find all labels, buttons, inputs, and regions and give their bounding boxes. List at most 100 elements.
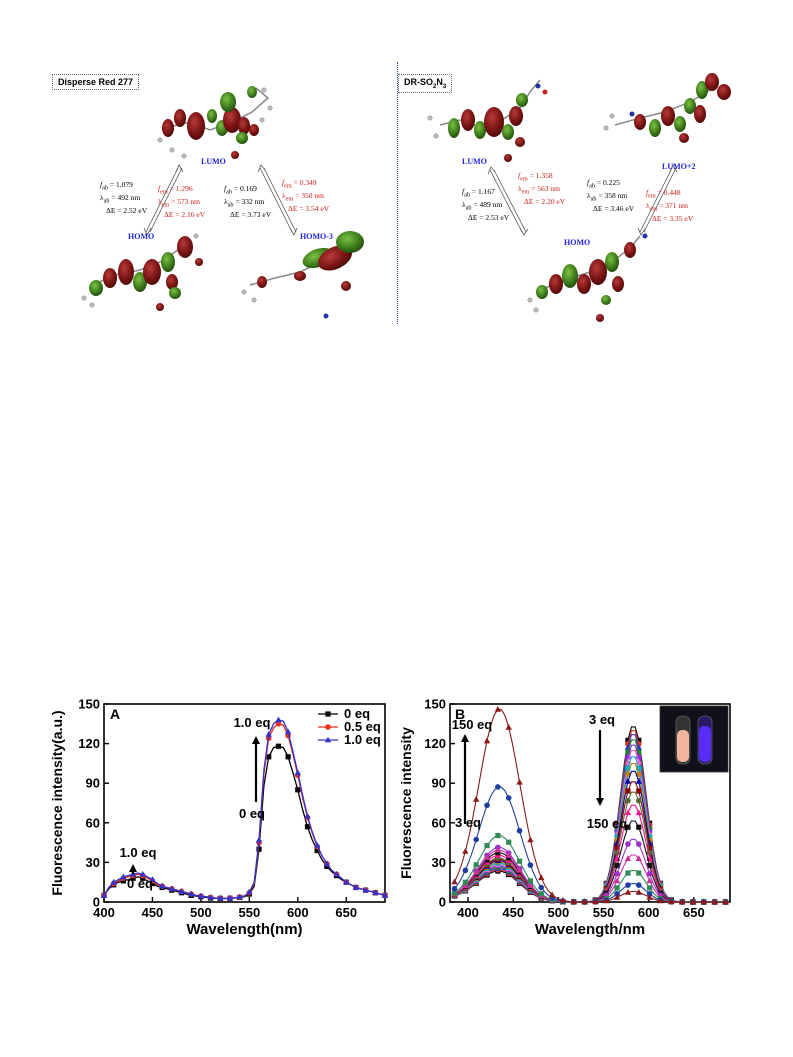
data-point <box>217 894 224 901</box>
data-point <box>614 890 620 897</box>
tag-sub-2: 3 <box>442 83 447 90</box>
y-tick-label: 150 <box>78 697 100 712</box>
right-t1-absorption: fab = 1.167 λab = 489 nm ΔE = 2.53 eV <box>462 187 510 222</box>
data-point <box>494 846 502 853</box>
chart-a-arrow-label-top: 1.0 eq <box>234 715 271 730</box>
data-point <box>614 845 620 851</box>
data-point <box>256 846 262 852</box>
data-point <box>636 749 642 756</box>
data-point <box>275 743 282 749</box>
left-homo3-label: HOMO-3 <box>300 232 333 241</box>
data-point <box>226 894 234 901</box>
data-point <box>472 868 480 875</box>
data-point <box>505 851 512 858</box>
x-tick-label: 400 <box>93 905 115 920</box>
data-point <box>625 788 631 794</box>
right-homo-label: HOMO <box>564 238 591 247</box>
series-line-s8 <box>454 762 730 903</box>
chart-b-right-label-top: 3 eq <box>589 712 615 727</box>
data-point <box>473 862 479 868</box>
data-point <box>495 850 501 856</box>
data-point <box>624 888 632 895</box>
data-point <box>451 878 458 885</box>
legend-label: 1.0 eq <box>344 732 381 747</box>
chart-a-arrow-label-bottom: 0 eq <box>239 806 265 821</box>
data-point <box>516 778 523 785</box>
left-panel-tag: Disperse Red 277 <box>52 74 140 90</box>
data-point <box>625 870 631 876</box>
data-point <box>635 841 642 847</box>
data-point <box>635 771 642 777</box>
data-point <box>139 870 146 877</box>
data-point <box>207 893 214 900</box>
data-point <box>516 827 523 834</box>
data-point <box>647 885 653 891</box>
data-point <box>505 723 512 730</box>
chart-a-legend: 0 eq0.5 eq1.0 eq <box>318 706 381 747</box>
right-homo-molecule <box>527 233 648 322</box>
data-point <box>505 795 512 801</box>
data-point <box>625 749 631 756</box>
data-point <box>614 862 620 869</box>
data-point <box>275 716 282 723</box>
data-point <box>636 824 642 830</box>
left-lumo-molecule <box>157 86 273 159</box>
data-point <box>722 898 729 905</box>
tag-text-main: DR-SO <box>404 77 433 87</box>
data-point <box>284 728 292 735</box>
data-point <box>647 862 653 869</box>
plot-frame <box>103 703 386 903</box>
x-tick-label: 550 <box>593 905 615 920</box>
data-point <box>304 812 311 819</box>
data-point <box>538 884 545 891</box>
x-tick-label: 450 <box>502 905 524 920</box>
chart-a-x-axis-label: Wavelength(nm) <box>186 921 302 938</box>
data-point <box>646 871 653 877</box>
data-point <box>625 771 631 777</box>
x-tick-label: 650 <box>683 905 705 920</box>
right-lumo2-molecule <box>603 73 731 143</box>
data-point <box>255 836 263 843</box>
data-point <box>462 879 468 885</box>
data-point <box>635 809 642 816</box>
data-point <box>494 705 502 712</box>
data-point <box>613 893 621 900</box>
data-point <box>285 754 291 760</box>
data-point <box>636 870 642 876</box>
right-lumo2-label: LUMO+2 <box>662 162 696 171</box>
chart-a-plot-area: 400 450 500 550 600 650 0 30 60 90 120 150 <box>78 697 389 920</box>
series-line-s10 <box>454 781 730 903</box>
data-point <box>700 898 708 905</box>
inset-background <box>659 705 729 773</box>
tag-text-mid: N <box>436 77 443 87</box>
data-point <box>527 878 533 884</box>
left-homo3-molecule <box>241 231 364 319</box>
data-point <box>473 836 479 843</box>
data-point <box>581 898 588 905</box>
data-point <box>635 888 642 895</box>
molecule-orbitals <box>81 73 731 322</box>
data-point <box>647 845 653 851</box>
data-point <box>527 882 534 888</box>
chart-b-panel-label: B <box>455 706 465 722</box>
chart-b-plot-area: 400 450 500 550 600 650 0 30 60 90 120 150 <box>424 697 731 920</box>
legend-marker <box>324 736 332 743</box>
legend-label: 0.5 eq <box>344 719 381 734</box>
data-point <box>625 797 631 804</box>
data-point <box>246 888 253 895</box>
data-point <box>451 885 458 892</box>
data-point <box>613 877 621 884</box>
right-lumo-molecule <box>427 79 548 162</box>
data-point <box>168 885 176 892</box>
tag-sub-1: 2 <box>433 83 437 90</box>
x-tick-label: 450 <box>142 905 164 920</box>
data-point <box>120 873 127 880</box>
chart-b: 400 450 500 550 600 650 0 30 60 90 120 150 B Wavele… <box>398 697 731 938</box>
data-point <box>548 891 556 898</box>
data-point <box>372 889 379 896</box>
x-tick-label: 600 <box>287 905 309 920</box>
x-tick-label: 650 <box>335 905 357 920</box>
left-t1-emission: fem = 1.296 λem = 573 nm ΔE = 2.16 eV <box>158 184 206 219</box>
chart-a-panel-label: A <box>110 706 120 722</box>
data-point <box>275 721 282 727</box>
